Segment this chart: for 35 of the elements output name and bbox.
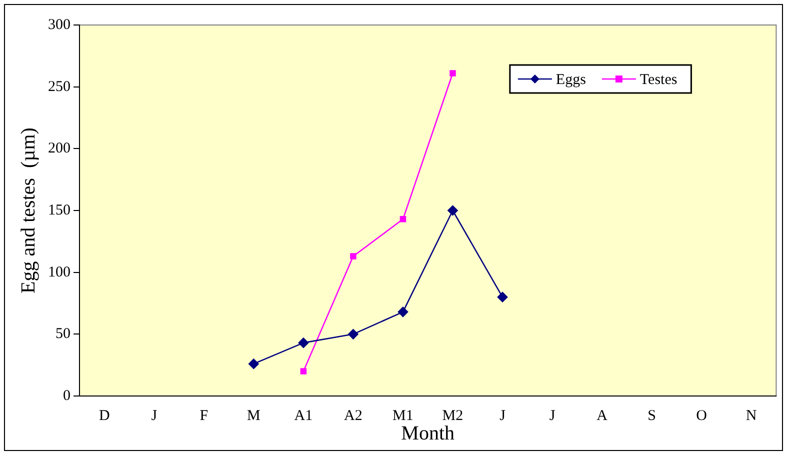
y-tick-label: 100 bbox=[48, 264, 70, 280]
point bbox=[348, 329, 358, 340]
x-tick-label: A2 bbox=[344, 408, 362, 424]
x-tick-label: J bbox=[151, 408, 158, 424]
y-tick-label: 300 bbox=[48, 16, 70, 33]
point bbox=[298, 338, 309, 348]
point bbox=[497, 292, 508, 302]
legend-label: Testes bbox=[640, 72, 678, 88]
y-tick-label: 0 bbox=[63, 388, 70, 404]
x-tick-label: O bbox=[696, 408, 708, 424]
x-tick-label: J bbox=[500, 408, 506, 424]
point bbox=[350, 253, 356, 260]
x-tick-label: J bbox=[549, 408, 556, 424]
x-tick-label: F bbox=[200, 408, 208, 424]
y-tick-label: 250 bbox=[48, 78, 70, 95]
x-tick-label: A1 bbox=[294, 408, 313, 424]
point bbox=[448, 205, 458, 216]
x-tick-label: M1 bbox=[392, 408, 414, 424]
point bbox=[398, 306, 408, 318]
x-tick-label: M bbox=[247, 408, 260, 424]
x-tick-label: M2 bbox=[442, 408, 464, 424]
point bbox=[300, 368, 307, 374]
y-axis-title: Egg and testes (µm) bbox=[17, 128, 40, 294]
x-tick-label: A bbox=[596, 408, 608, 424]
x-axis-title: Month bbox=[401, 422, 455, 444]
y-tick-label: 50 bbox=[56, 326, 70, 342]
legend-label: Eggs bbox=[556, 72, 586, 88]
x-tick-label: N bbox=[746, 408, 757, 424]
y-tick-label: 200 bbox=[48, 140, 70, 157]
point bbox=[248, 358, 259, 369]
point bbox=[400, 216, 406, 222]
x-tick-label: S bbox=[648, 408, 656, 424]
x-tick-label: D bbox=[98, 408, 110, 424]
point bbox=[450, 70, 456, 76]
y-tick-label: 150 bbox=[48, 202, 70, 218]
